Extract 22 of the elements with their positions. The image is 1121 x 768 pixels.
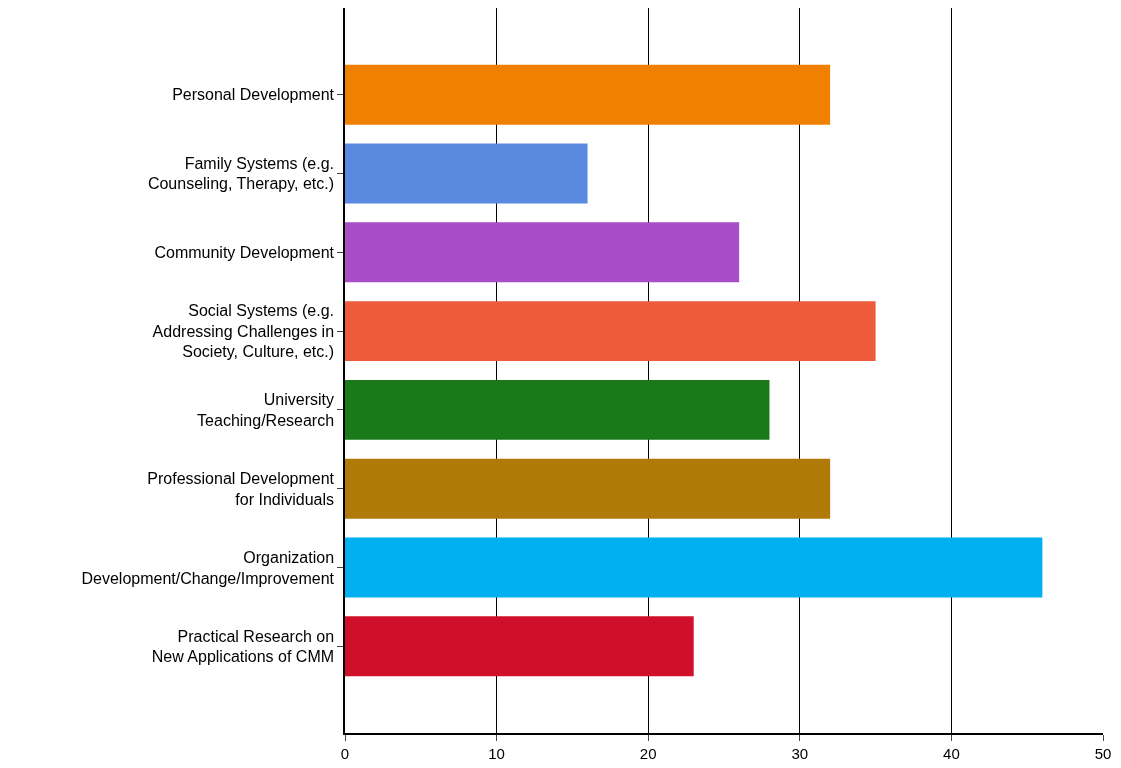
bar (345, 301, 876, 362)
bar (345, 458, 831, 519)
x-tick-label: 40 (943, 744, 960, 762)
bar (345, 64, 831, 125)
x-tick-label: 0 (340, 744, 350, 762)
bar (345, 222, 740, 283)
bar (345, 379, 770, 440)
y-tick-label: Community Development (154, 243, 335, 261)
y-tick-label: Family Systems (e.g. Counseling, Therapy, etc.) (147, 154, 335, 193)
y-tick-label: Personal Development (172, 86, 335, 104)
y-tick-label: Organization Development/Change/Improvement (81, 548, 335, 587)
x-tick-label: 10 (488, 744, 505, 762)
x-tick-label: 50 (1094, 744, 1112, 762)
bar (345, 616, 694, 677)
bar (345, 537, 1043, 598)
x-tick-label: 20 (639, 744, 657, 762)
bar (345, 143, 588, 204)
x-tick-label: 30 (791, 744, 809, 762)
y-tick-label: Social Systems (e.g. Addressing Challenges in Society, Culture, etc.) (152, 301, 335, 361)
y-tick-label: Professional Development for Individuals (147, 469, 335, 508)
y-tick-label: Practical Research on New Applications of CMM (151, 627, 335, 666)
y-tick-label: University Teaching/Research (197, 391, 335, 429)
